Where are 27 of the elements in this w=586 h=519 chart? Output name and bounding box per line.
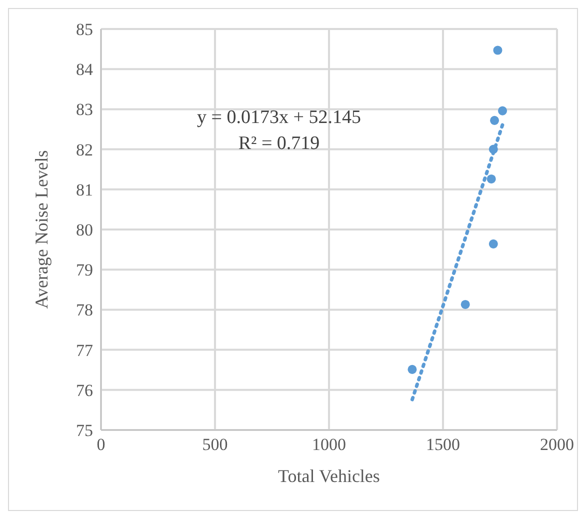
point	[488, 239, 498, 248]
y-tick-label: 77	[76, 340, 94, 360]
y-tick-label: 79	[76, 260, 93, 280]
x-tick-label: 2000	[540, 435, 574, 454]
annotation: y = 0.0173x + 52.145 R² = 0.719	[196, 106, 362, 156]
x-axis-title: Total Vehicles	[278, 466, 380, 486]
point	[490, 116, 500, 125]
point	[493, 46, 502, 55]
x-tick-label: 1000	[312, 435, 346, 454]
y-tick-label: 82	[76, 140, 93, 160]
y-tick-label: 76	[76, 380, 93, 400]
x-tick-label: 1500	[426, 435, 460, 454]
x-tick-label: 0	[96, 435, 106, 454]
point	[460, 300, 470, 309]
y-tick-label: 85	[76, 20, 93, 40]
y-tick-label: 75	[76, 421, 93, 440]
y-tick-label: 81	[76, 180, 93, 200]
y-tick-label: 80	[76, 220, 93, 240]
point	[486, 174, 496, 184]
y-tick-label: 84	[76, 60, 94, 80]
y-tick-label: 83	[76, 100, 93, 120]
point	[498, 106, 508, 116]
y-tick-label: 78	[76, 300, 93, 320]
y-axis-title: Average Noise Levels	[31, 150, 52, 309]
point	[488, 144, 498, 154]
point	[408, 364, 417, 374]
x-tick-label: 500	[202, 435, 228, 454]
